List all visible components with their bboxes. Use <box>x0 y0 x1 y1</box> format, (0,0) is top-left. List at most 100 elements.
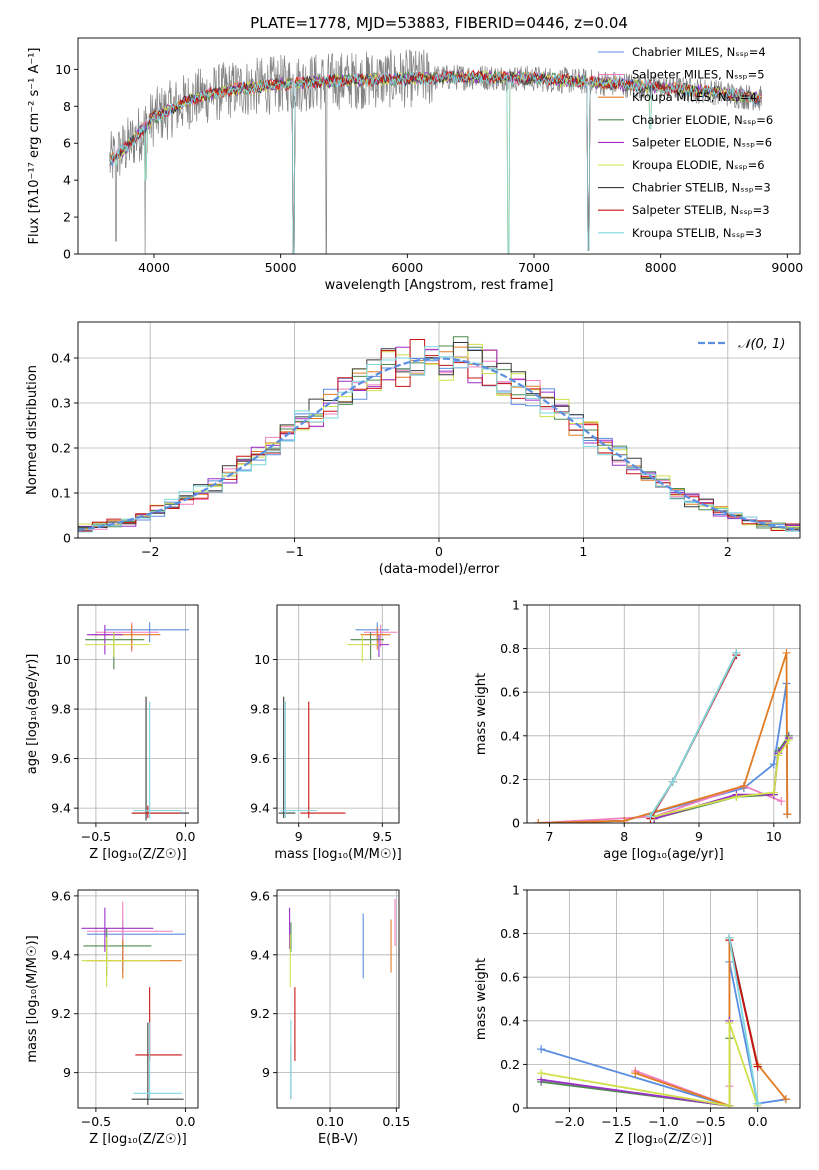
x-axis-label: (data-model)/error <box>379 562 500 577</box>
legend-label: Chabrier ELODIE, Nₛₛₚ=6 <box>632 113 773 127</box>
y-tick-label: 0.4 <box>500 1013 520 1028</box>
x-tick-label: −1.0 <box>648 1114 678 1129</box>
data-point <box>646 812 655 821</box>
y-tick-label: 0.2 <box>51 441 71 456</box>
y-tick-label: 0.4 <box>51 351 71 366</box>
data-point <box>725 1018 734 1027</box>
x-tick-label: 7 <box>545 829 553 844</box>
legend: Chabrier MILES, Nₛₛₚ=4 Salpeter MILES, Nₛ… <box>598 45 773 240</box>
x-tick-label: −2.0 <box>554 1114 584 1129</box>
plot-area <box>534 648 793 823</box>
data-point <box>783 810 792 819</box>
plot-area <box>278 622 398 819</box>
data-point <box>777 797 786 806</box>
data-point <box>668 777 677 786</box>
plot-area <box>109 49 763 254</box>
y-tick-label: 0 <box>63 247 71 262</box>
y-tick-label: 9.6 <box>51 751 71 766</box>
residual-histogram <box>78 339 800 532</box>
x-tick-label: 9 <box>295 829 303 844</box>
x-axis-label: mass [log₁₀(M/M☉)] <box>274 847 401 862</box>
axes-frame <box>77 321 801 539</box>
x-tick-label: 2 <box>724 544 732 559</box>
y-tick-label: 9.2 <box>51 1006 71 1021</box>
y-tick-label: 9.8 <box>250 702 270 717</box>
data-point <box>769 788 778 797</box>
x-tick-label: −0.5 <box>81 1114 111 1129</box>
y-tick-label: 10 <box>55 652 71 667</box>
y-tick-label: 9.4 <box>51 801 71 816</box>
y-tick-label: 8 <box>63 99 71 114</box>
x-tick-label: 9000 <box>771 260 803 275</box>
y-tick-label: 0 <box>512 816 520 831</box>
x-tick-label: 0.0 <box>748 1114 768 1129</box>
y-tick-label: 0.2 <box>500 1057 520 1072</box>
y-tick-label: 9.8 <box>51 702 71 717</box>
y-tick-label: 1 <box>512 883 520 898</box>
y-tick-label: 0.6 <box>500 685 520 700</box>
data-point <box>739 781 748 790</box>
x-tick-label: −0.5 <box>695 1114 725 1129</box>
plot-area <box>289 898 396 1100</box>
y-tick-label: 9.4 <box>51 947 71 962</box>
y-axis-label: mass weight <box>474 958 489 1040</box>
y-tick-label: 9 <box>63 1065 71 1080</box>
axes-frame <box>526 604 801 824</box>
x-tick-label: 9 <box>695 829 703 844</box>
data-point <box>620 816 629 823</box>
x-axis-label: Z [log₁₀(Z/Z☉)] <box>89 847 186 862</box>
x-axis-label: age [log₁₀(age/yr)] <box>603 847 724 862</box>
legend-label: Kroupa ELODIE, Nₛₛₚ=6 <box>632 158 765 172</box>
x-tick-label: −2 <box>141 544 159 559</box>
y-tick-label: 0.6 <box>500 970 520 985</box>
data-point <box>537 1069 546 1078</box>
data-point <box>781 1095 790 1104</box>
y-tick-label: 0.8 <box>500 926 520 941</box>
legend-label: Chabrier MILES, Nₛₛₚ=4 <box>632 45 766 59</box>
x-tick-label: 6000 <box>391 260 423 275</box>
y-tick-label: 9.6 <box>250 751 270 766</box>
y-tick-label: 9.2 <box>250 1006 270 1021</box>
spectrum-plot: 4000 5000 6000 7000 8000 9000 0 2 4 6 8 10 wavelengt… <box>27 37 803 293</box>
mass-weight-line <box>540 1022 759 1107</box>
data-point <box>774 751 783 760</box>
x-tick-label: −0.5 <box>81 829 111 844</box>
x-axis-label: E(B-V) <box>318 1132 358 1147</box>
plot-area <box>537 933 790 1108</box>
y-tick-label: 0.2 <box>500 772 520 787</box>
y-tick-label: 0.1 <box>51 486 71 501</box>
y-axis-label: mass [log₁₀(M/M☉)] <box>25 935 40 1062</box>
y-axis-label: mass weight <box>474 673 489 755</box>
model-spectrum <box>109 70 762 254</box>
x-tick-label: 1 <box>579 544 587 559</box>
data-point <box>753 1099 762 1108</box>
data-point <box>784 736 793 745</box>
plots: 4000 5000 6000 7000 8000 90000246810wavelengt… <box>25 37 803 1147</box>
legend-label: Salpeter STELIB, Nₛₛₚ=3 <box>632 203 770 217</box>
mass_vs_Z-plot: −0.5 0.0 9 9.2 9.4 9.6 Z [log₁₀(Z/Z☉)] mass [lo… <box>25 888 199 1147</box>
axes-frame <box>276 889 400 1109</box>
x-tick-label: 0.10 <box>316 1114 344 1129</box>
y-tick-label: 9.6 <box>250 888 270 903</box>
figure-title: PLATE=1778, MJD=53883, FIBERID=0446, z=0… <box>250 14 628 32</box>
mass-weight-line <box>728 937 759 1104</box>
age_vs_Z-plot: −0.5 0.0 9.4 9.6 9.8 10 Z [log₁₀(Z/Z☉)] age [lo… <box>25 604 199 862</box>
x-axis-label: Z [log₁₀(Z/Z☉)] <box>89 1132 186 1147</box>
x-axis-label: wavelength [Angstrom, rest frame] <box>325 278 554 293</box>
data-point <box>782 648 791 657</box>
x-tick-label: −1.5 <box>601 1114 631 1129</box>
y-tick-label: 10 <box>55 62 71 77</box>
axes-frame <box>276 604 400 824</box>
x-tick-label: 0.15 <box>382 1114 410 1129</box>
massweight_vs_age-plot: 7 8 9 10 0 0.2 0.4 0.6 0.8 1 age [log₁₀(age/yr)] ma… <box>474 598 801 862</box>
plot-area <box>81 901 186 1106</box>
y-tick-label: 9 <box>262 1065 270 1080</box>
legend-label: Salpeter MILES, Nₛₛₚ=5 <box>632 68 765 82</box>
data-point <box>753 1062 762 1071</box>
x-tick-label: 0.0 <box>176 829 196 844</box>
mass_vs_EBV-plot: 0.10 0.15 9 9.2 9.4 9.6 E(B-V) <box>250 888 410 1147</box>
age_vs_mass-plot: 9 9.5 9.4 9.6 9.8 10 mass [log₁₀(M/M☉)] <box>250 604 402 862</box>
data-point <box>732 792 741 801</box>
x-tick-label: 4000 <box>138 260 170 275</box>
